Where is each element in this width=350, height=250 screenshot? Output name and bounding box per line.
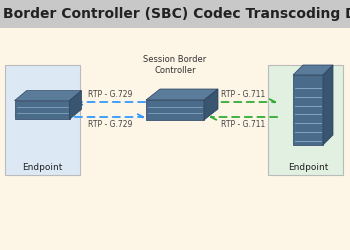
Polygon shape <box>14 91 82 101</box>
Polygon shape <box>293 75 323 145</box>
Polygon shape <box>146 89 218 100</box>
Polygon shape <box>323 65 333 145</box>
Polygon shape <box>293 65 333 75</box>
Text: RTP - G.711: RTP - G.711 <box>221 120 265 129</box>
Polygon shape <box>204 89 218 120</box>
Text: Session Border
Controller: Session Border Controller <box>144 54 206 76</box>
Text: Endpoint: Endpoint <box>22 164 62 172</box>
FancyBboxPatch shape <box>268 65 343 175</box>
Polygon shape <box>70 91 82 119</box>
Text: Endpoint: Endpoint <box>288 164 328 172</box>
Text: RTP - G.729: RTP - G.729 <box>88 120 132 129</box>
Polygon shape <box>14 101 70 119</box>
Polygon shape <box>146 100 204 120</box>
FancyBboxPatch shape <box>0 0 350 28</box>
FancyBboxPatch shape <box>0 28 350 250</box>
Text: RTP - G.711: RTP - G.711 <box>221 90 265 99</box>
Text: Session Border Controller (SBC) Codec Transcoding Diagram: Session Border Controller (SBC) Codec Tr… <box>0 7 350 21</box>
Text: RTP - G.729: RTP - G.729 <box>88 90 132 99</box>
FancyBboxPatch shape <box>5 65 80 175</box>
